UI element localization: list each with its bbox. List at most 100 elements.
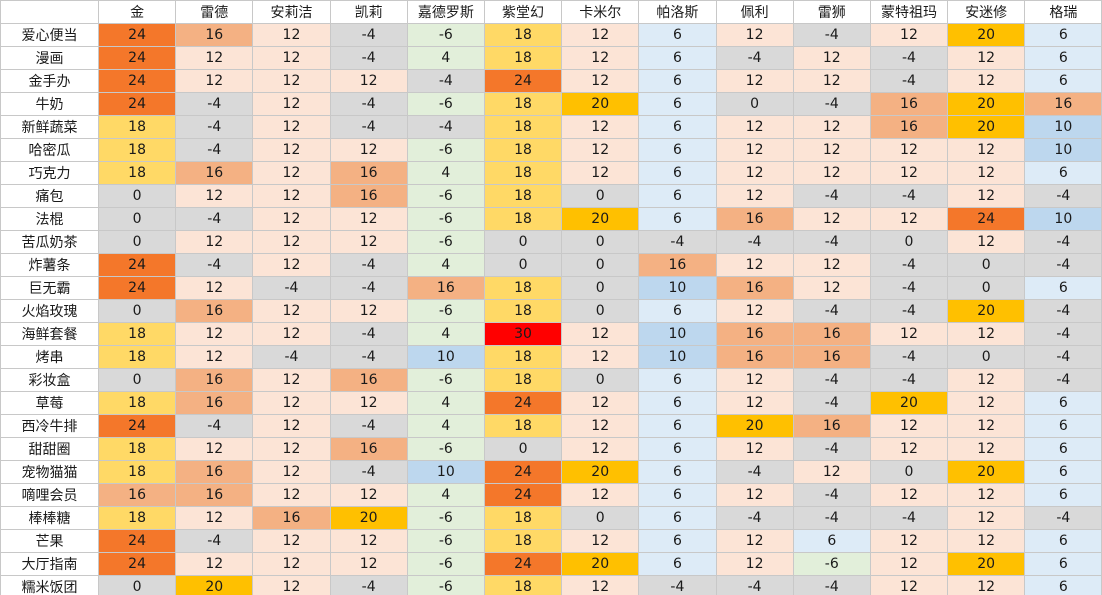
value-cell[interactable]: 6 — [638, 368, 717, 392]
value-cell[interactable]: 12 — [329, 69, 408, 93]
value-cell[interactable]: 12 — [252, 529, 331, 553]
row-label[interactable]: 宠物猫猫 — [0, 460, 99, 484]
row-label[interactable]: 牛奶 — [0, 92, 99, 116]
value-cell[interactable]: -4 — [715, 46, 794, 70]
value-cell[interactable]: 0 — [561, 506, 640, 530]
value-cell[interactable]: -4 — [175, 92, 254, 116]
value-cell[interactable]: 12 — [252, 230, 331, 254]
value-cell[interactable]: 20 — [947, 460, 1026, 484]
value-cell[interactable]: 12 — [561, 23, 640, 47]
value-cell[interactable]: 18 — [483, 368, 563, 392]
value-cell[interactable]: 18 — [483, 184, 563, 208]
value-cell[interactable]: 16 — [406, 276, 485, 300]
value-cell[interactable]: -4 — [869, 69, 949, 93]
value-cell[interactable]: 12 — [792, 207, 871, 231]
value-cell[interactable]: -4 — [329, 414, 408, 438]
value-cell[interactable]: 12 — [947, 230, 1026, 254]
value-cell[interactable]: 0 — [561, 276, 640, 300]
value-cell[interactable]: 12 — [329, 138, 408, 162]
value-cell[interactable]: 16 — [175, 483, 254, 507]
value-cell[interactable]: 12 — [175, 506, 254, 530]
value-cell[interactable]: 16 — [869, 115, 949, 139]
value-cell[interactable]: 24 — [947, 207, 1026, 231]
value-cell[interactable]: -4 — [329, 23, 408, 47]
column-header[interactable]: 金 — [97, 0, 177, 24]
value-cell[interactable]: 16 — [329, 437, 408, 461]
value-cell[interactable]: 6 — [638, 69, 717, 93]
value-cell[interactable]: 12 — [715, 69, 794, 93]
value-cell[interactable]: 6 — [1024, 414, 1102, 438]
value-cell[interactable]: 4 — [406, 322, 485, 346]
value-cell[interactable]: 12 — [869, 575, 949, 595]
value-cell[interactable]: 18 — [483, 161, 563, 185]
value-cell[interactable]: -6 — [406, 437, 485, 461]
value-cell[interactable]: 12 — [869, 322, 949, 346]
value-cell[interactable]: 12 — [561, 391, 640, 415]
value-cell[interactable]: 0 — [97, 575, 177, 595]
value-cell[interactable]: 12 — [252, 115, 331, 139]
value-cell[interactable]: 6 — [638, 92, 717, 116]
value-cell[interactable]: 0 — [483, 253, 563, 277]
value-cell[interactable]: 12 — [175, 552, 254, 576]
row-label[interactable]: 金手办 — [0, 69, 99, 93]
value-cell[interactable]: -4 — [329, 322, 408, 346]
value-cell[interactable]: 16 — [175, 23, 254, 47]
value-cell[interactable]: 12 — [252, 483, 331, 507]
value-cell[interactable]: 0 — [97, 207, 177, 231]
value-cell[interactable]: -4 — [406, 69, 485, 93]
row-label[interactable]: 哈密瓜 — [0, 138, 99, 162]
column-header[interactable]: 卡米尔 — [561, 0, 640, 24]
value-cell[interactable]: 12 — [715, 437, 794, 461]
value-cell[interactable]: 12 — [252, 575, 331, 595]
row-label[interactable]: 漫画 — [0, 46, 99, 70]
row-label[interactable]: 芒果 — [0, 529, 99, 553]
value-cell[interactable]: 12 — [561, 322, 640, 346]
value-cell[interactable]: -4 — [792, 184, 871, 208]
value-cell[interactable]: 12 — [252, 368, 331, 392]
value-cell[interactable]: 6 — [1024, 483, 1102, 507]
value-cell[interactable]: 16 — [715, 322, 794, 346]
value-cell[interactable]: 10 — [406, 345, 485, 369]
value-cell[interactable]: 12 — [561, 575, 640, 595]
value-cell[interactable]: 12 — [792, 69, 871, 93]
value-cell[interactable]: 16 — [792, 345, 871, 369]
value-cell[interactable]: -4 — [329, 115, 408, 139]
value-cell[interactable]: 12 — [252, 414, 331, 438]
value-cell[interactable]: -4 — [1024, 322, 1102, 346]
value-cell[interactable]: 12 — [329, 529, 408, 553]
value-cell[interactable]: -4 — [869, 253, 949, 277]
value-cell[interactable]: 12 — [947, 437, 1026, 461]
value-cell[interactable]: 6 — [1024, 391, 1102, 415]
value-cell[interactable]: -6 — [406, 506, 485, 530]
value-cell[interactable]: 10 — [1024, 138, 1102, 162]
value-cell[interactable]: 24 — [483, 552, 563, 576]
column-header[interactable]: 雷德 — [175, 0, 254, 24]
row-label[interactable]: 新鲜蔬菜 — [0, 115, 99, 139]
value-cell[interactable]: 12 — [715, 184, 794, 208]
value-cell[interactable]: 18 — [483, 529, 563, 553]
value-cell[interactable]: 12 — [252, 391, 331, 415]
value-cell[interactable]: -4 — [869, 345, 949, 369]
value-cell[interactable]: 24 — [97, 414, 177, 438]
value-cell[interactable]: 12 — [715, 368, 794, 392]
value-cell[interactable]: 16 — [1024, 92, 1102, 116]
column-header[interactable]: 格瑞 — [1024, 0, 1102, 24]
value-cell[interactable]: 12 — [792, 138, 871, 162]
value-cell[interactable]: -6 — [406, 230, 485, 254]
value-cell[interactable]: 12 — [792, 276, 871, 300]
value-cell[interactable]: 6 — [638, 437, 717, 461]
value-cell[interactable]: 10 — [638, 345, 717, 369]
value-cell[interactable]: 0 — [947, 276, 1026, 300]
value-cell[interactable]: 6 — [1024, 69, 1102, 93]
value-cell[interactable]: 16 — [715, 207, 794, 231]
value-cell[interactable]: 16 — [792, 322, 871, 346]
value-cell[interactable]: 12 — [792, 46, 871, 70]
value-cell[interactable]: 12 — [947, 138, 1026, 162]
value-cell[interactable]: 12 — [561, 161, 640, 185]
value-cell[interactable]: 12 — [715, 299, 794, 323]
value-cell[interactable]: -4 — [329, 575, 408, 595]
value-cell[interactable]: 12 — [252, 437, 331, 461]
value-cell[interactable]: 12 — [792, 115, 871, 139]
corner-cell[interactable] — [0, 0, 99, 24]
value-cell[interactable]: 16 — [329, 161, 408, 185]
